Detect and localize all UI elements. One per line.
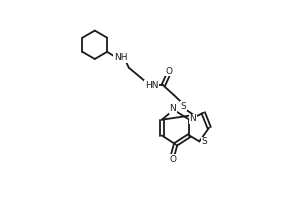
Text: S: S <box>202 137 207 146</box>
Text: HN: HN <box>145 81 158 90</box>
Text: N: N <box>190 114 196 123</box>
Text: O: O <box>166 67 173 76</box>
Text: O: O <box>169 155 176 164</box>
Text: N: N <box>169 104 176 113</box>
Text: NH: NH <box>114 53 127 62</box>
Text: S: S <box>181 102 186 111</box>
